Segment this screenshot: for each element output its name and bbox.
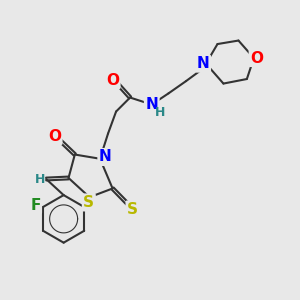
Text: O: O xyxy=(250,50,263,65)
Text: N: N xyxy=(197,56,209,71)
Text: H: H xyxy=(35,172,45,185)
Text: O: O xyxy=(106,73,119,88)
Text: N: N xyxy=(146,97,158,112)
Text: F: F xyxy=(30,198,40,213)
Text: H: H xyxy=(155,106,166,119)
Text: O: O xyxy=(48,128,61,143)
Text: S: S xyxy=(127,202,138,217)
Text: S: S xyxy=(83,195,94,210)
Text: N: N xyxy=(99,149,112,164)
